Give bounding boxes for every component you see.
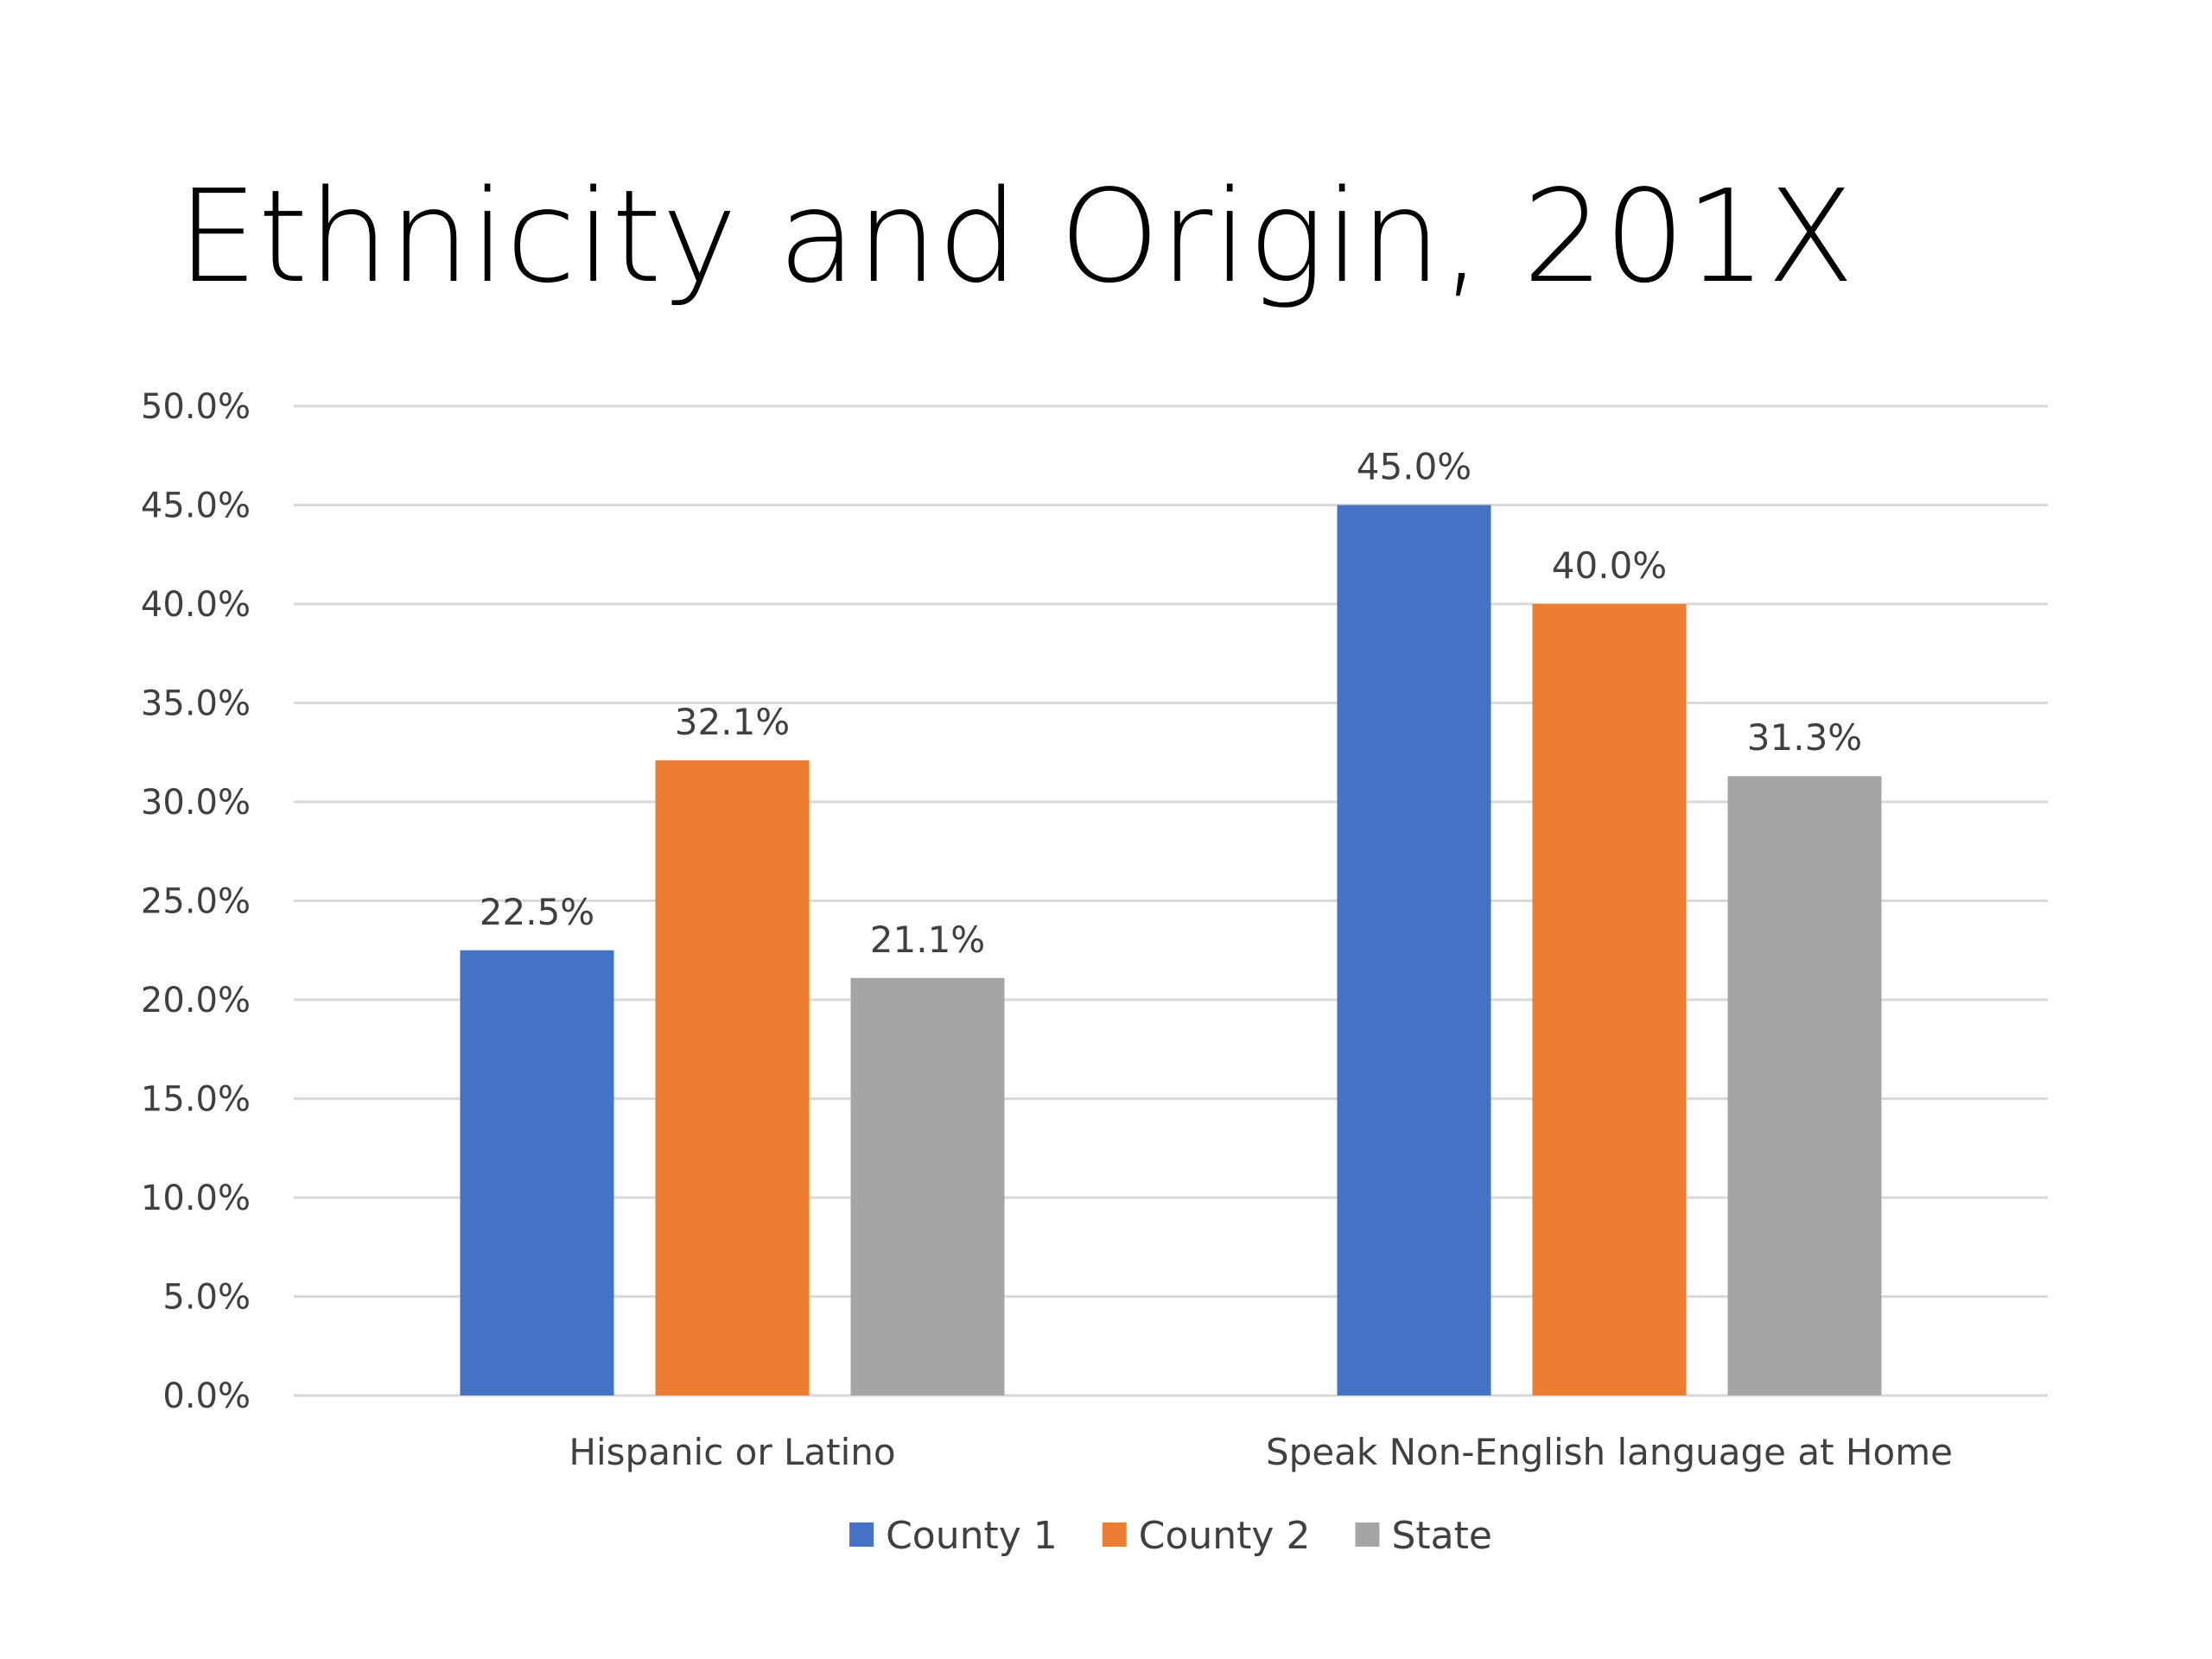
legend-item: County 2: [1102, 1514, 1311, 1558]
bar-county-2: [655, 760, 810, 1395]
bar-state: [1727, 776, 1882, 1395]
category-label: Hispanic or Latino: [569, 1431, 895, 1473]
category-labels: Hispanic or Latino Speak Non-English lang…: [569, 1431, 1953, 1473]
y-tick-label: 10.0%: [141, 1179, 251, 1218]
legend-label: State: [1391, 1514, 1491, 1558]
bar-county-1: [460, 950, 614, 1395]
data-label: 32.1%: [675, 701, 790, 743]
data-label: 22.5%: [480, 891, 594, 933]
y-tick-label: 20.0%: [141, 981, 251, 1020]
data-label: 40.0%: [1552, 544, 1667, 587]
legend-label: County 2: [1139, 1514, 1311, 1558]
data-labels: 22.5% 32.1% 21.1% 45.0% 40.0% 31.3%: [480, 446, 1862, 961]
category-label: Speak Non-English language at Home: [1266, 1431, 1953, 1473]
legend-item: County 1: [849, 1514, 1058, 1558]
y-tick-label: 50.0%: [141, 387, 251, 427]
legend-swatch: [1355, 1522, 1380, 1547]
y-tick-label: 30.0%: [141, 783, 251, 823]
y-tick-label: 40.0%: [141, 585, 251, 625]
data-label: 21.1%: [870, 918, 985, 961]
bar-state: [850, 977, 1005, 1395]
bar-county-1: [1337, 505, 1491, 1395]
chart-title: Ethnicity and Origin, 201X: [177, 162, 1855, 311]
y-tick-label: 0.0%: [162, 1376, 251, 1416]
data-label: 45.0%: [1357, 446, 1471, 488]
legend-swatch: [1102, 1522, 1127, 1547]
legend-label: County 1: [886, 1514, 1058, 1558]
y-tick-label: 35.0%: [141, 684, 251, 724]
legend-swatch: [849, 1522, 874, 1547]
y-tick-label: 25.0%: [141, 882, 251, 922]
y-axis-ticks: 0.0% 5.0% 10.0% 15.0% 20.0% 25.0% 30.0% 35.0% 40…: [141, 387, 251, 1416]
y-tick-label: 5.0%: [162, 1278, 251, 1318]
bars: [460, 505, 1882, 1395]
legend: County 1 County 2 State: [849, 1514, 1492, 1558]
legend-item: State: [1355, 1514, 1492, 1558]
bar-county-2: [1532, 604, 1687, 1395]
y-tick-label: 15.0%: [141, 1080, 251, 1120]
data-label: 31.3%: [1747, 716, 1862, 759]
y-tick-label: 45.0%: [141, 486, 251, 526]
